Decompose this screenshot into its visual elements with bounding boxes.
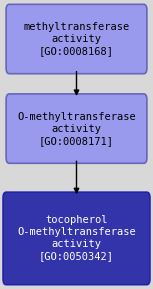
Text: O-methyltransferase
activity
[GO:0008171]: O-methyltransferase activity [GO:0008171… [17, 112, 136, 146]
Text: methyltransferase
activity
[GO:0008168]: methyltransferase activity [GO:0008168] [23, 22, 130, 56]
FancyBboxPatch shape [6, 4, 147, 74]
Text: tocopherol
O-methyltransferase
activity
[GO:0050342]: tocopherol O-methyltransferase activity … [17, 215, 136, 262]
FancyBboxPatch shape [6, 94, 147, 163]
FancyBboxPatch shape [3, 192, 150, 285]
